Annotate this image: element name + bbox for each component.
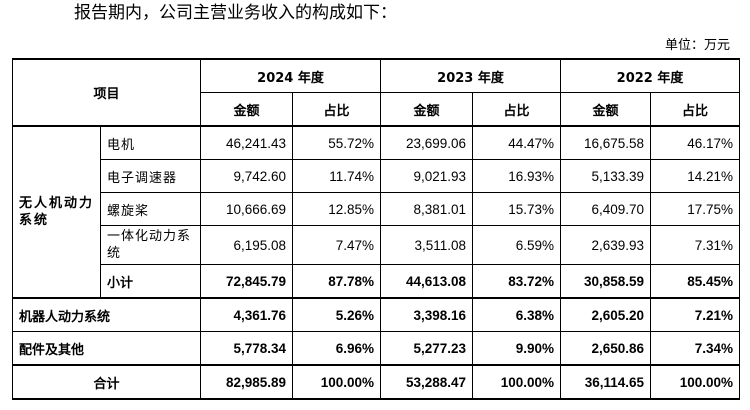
- cell-amount: 82,985.89: [200, 364, 294, 400]
- unit-label: 单位：万元: [664, 38, 730, 53]
- cell-amount: 5,778.34: [200, 331, 294, 366]
- header-row-years: 项目 2024 年度 2023 年度 2022 年度: [11, 58, 741, 127]
- cell-amount: 10,666.69: [200, 192, 294, 226]
- cell-amount: 6,195.08: [200, 225, 294, 265]
- cell-amount: 9,021.93: [380, 159, 474, 193]
- cell-amount: 72,845.79: [200, 264, 294, 299]
- cell-ratio: 7.47%: [292, 225, 382, 265]
- cell-amount: 44,613.08: [380, 264, 474, 299]
- cell-ratio: 46.17%: [650, 125, 741, 160]
- table-row: 无人机动力系统 电机 46,241.43 55.72% 23,699.06 44…: [12, 125, 741, 299]
- cell-ratio: 100.00%: [650, 364, 741, 400]
- cell-ratio: 44.47%: [472, 125, 562, 160]
- group-label: 无人机动力系统: [12, 125, 101, 299]
- cell-ratio: 6.59%: [472, 225, 562, 265]
- header-year-2023: 2023 年度: [380, 58, 562, 93]
- row-label: 机器人动力系统: [11, 297, 202, 332]
- cell-ratio: 6.38%: [472, 297, 562, 332]
- cell-ratio: 9.90%: [472, 331, 562, 366]
- cell-amount: 5,133.39: [560, 159, 652, 193]
- row-label: 一体化动力系统: [99, 225, 202, 265]
- cell-ratio: 87.78%: [292, 264, 382, 299]
- row-label: 配件及其他: [11, 331, 202, 366]
- table-row: 机器人动力系统 4,361.76 5.26% 3,398.16 6.38% 2,…: [11, 297, 741, 332]
- table-row: 配件及其他 5,778.34 6.96% 5,277.23 9.90% 2,65…: [11, 331, 741, 366]
- intro-text: 报告期内，公司主营业务收入的构成如下：: [74, 3, 397, 23]
- row-label: 电子调速器: [99, 159, 202, 193]
- cell-amount: 6,409.70: [560, 192, 652, 226]
- cell-amount: 36,114.65: [560, 364, 652, 400]
- cell-ratio: 11.74%: [292, 159, 382, 193]
- cell-ratio: 14.21%: [650, 159, 741, 193]
- header-amount: 金额: [560, 92, 652, 127]
- cell-ratio: 7.34%: [650, 331, 741, 366]
- cell-amount: 2,605.20: [560, 297, 652, 332]
- cell-ratio: 6.96%: [292, 331, 382, 366]
- header-ratio: 占比: [650, 92, 741, 127]
- table-row: 电子调速器 9,742.60 11.74% 9,021.93 16.93% 5,…: [13, 159, 741, 193]
- cell-amount: 23,699.06: [380, 125, 474, 160]
- cell-ratio: 100.00%: [292, 364, 382, 400]
- cell-ratio: 5.26%: [292, 297, 382, 332]
- total-row: 合计 82,985.89 100.00% 53,288.47 100.00% 3…: [11, 364, 741, 400]
- cell-amount: 5,277.23: [380, 331, 474, 366]
- header-year-2024: 2024 年度: [200, 58, 382, 93]
- cell-amount: 4,361.76: [200, 297, 294, 332]
- cell-amount: 9,742.60: [200, 159, 294, 193]
- cell-ratio: 12.85%: [292, 192, 382, 226]
- cell-amount: 16,675.58: [560, 125, 652, 160]
- cell-amount: 3,398.16: [380, 297, 474, 332]
- subtotal-row: 小计 72,845.79 87.78% 44,613.08 83.72% 30,…: [13, 264, 741, 299]
- cell-amount: 2,650.86: [560, 331, 652, 366]
- cell-amount: 53,288.47: [380, 364, 474, 400]
- cell-amount: 46,241.43: [200, 125, 294, 160]
- header-ratio: 占比: [472, 92, 562, 127]
- header-row-metrics: 金额 占比 金额 占比 金额 占比: [13, 92, 741, 127]
- header-ratio: 占比: [292, 92, 382, 127]
- cell-ratio: 55.72%: [292, 125, 382, 160]
- table-row: 螺旋桨 10,666.69 12.85% 8,381.01 15.73% 6,4…: [13, 192, 741, 226]
- header-amount: 金额: [380, 92, 474, 127]
- cell-amount: 30,858.59: [560, 264, 652, 299]
- table-row: 一体化动力系统 6,195.08 7.47% 3,511.08 6.59% 2,…: [13, 225, 741, 265]
- revenue-table: 项目 2024 年度 2023 年度 2022 年度 金额 占比 金额 占比 金…: [11, 58, 741, 400]
- cell-ratio: 7.31%: [650, 225, 741, 265]
- cell-amount: 3,511.08: [380, 225, 474, 265]
- header-amount: 金额: [200, 92, 294, 127]
- cell-amount: 2,639.93: [560, 225, 652, 265]
- row-label: 电机: [99, 125, 202, 160]
- cell-ratio: 83.72%: [472, 264, 562, 299]
- header-year-2022: 2022 年度: [560, 58, 741, 93]
- cell-ratio: 16.93%: [472, 159, 562, 193]
- row-label: 小计: [99, 264, 202, 299]
- cell-amount: 8,381.01: [380, 192, 474, 226]
- cell-ratio: 100.00%: [472, 364, 562, 400]
- row-label: 螺旋桨: [99, 192, 202, 226]
- cell-ratio: 85.45%: [650, 264, 741, 299]
- row-label: 合计: [11, 364, 202, 400]
- cell-ratio: 7.21%: [650, 297, 741, 332]
- cell-ratio: 15.73%: [472, 192, 562, 226]
- header-item: 项目: [11, 58, 202, 127]
- cell-ratio: 17.75%: [650, 192, 741, 226]
